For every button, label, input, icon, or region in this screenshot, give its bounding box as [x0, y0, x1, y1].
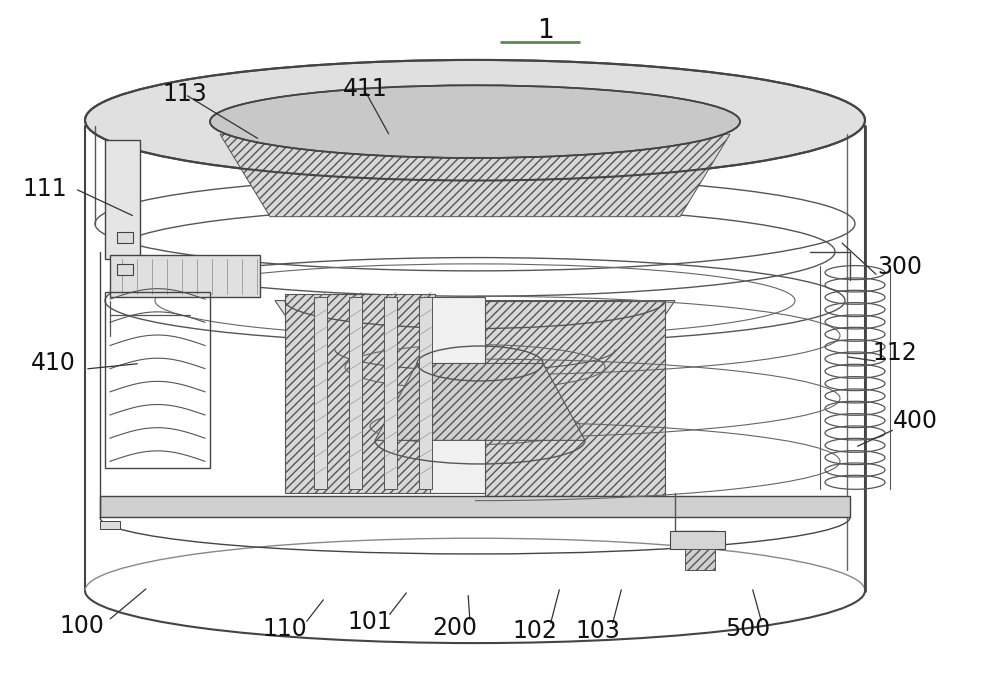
Polygon shape [485, 301, 665, 496]
Text: 112: 112 [873, 341, 917, 365]
Text: 411: 411 [343, 78, 387, 101]
Ellipse shape [85, 60, 865, 180]
Bar [105, 292, 210, 468]
Text: 102: 102 [513, 619, 557, 643]
Polygon shape [275, 301, 675, 447]
Bar [100, 521, 120, 529]
Text: 400: 400 [893, 410, 938, 433]
Text: 410: 410 [31, 352, 75, 375]
Bar [384, 297, 396, 489]
Bar [670, 531, 725, 549]
Text: 200: 200 [432, 616, 478, 640]
Polygon shape [105, 140, 140, 259]
Bar [100, 496, 850, 517]
Bar [110, 255, 260, 297]
Bar [430, 297, 485, 493]
Text: 101: 101 [348, 610, 392, 634]
Polygon shape [375, 363, 585, 440]
Text: 500: 500 [725, 617, 771, 641]
Polygon shape [220, 134, 730, 217]
Text: 100: 100 [60, 614, 104, 637]
Bar [349, 297, 362, 489]
Text: 110: 110 [263, 617, 307, 641]
Bar [117, 264, 133, 275]
Bar [314, 297, 326, 489]
Ellipse shape [210, 85, 740, 158]
Polygon shape [285, 294, 435, 493]
Text: 1: 1 [537, 18, 553, 45]
Text: 300: 300 [878, 255, 922, 279]
Bar [117, 232, 133, 243]
Polygon shape [685, 549, 715, 570]
Text: 113: 113 [163, 82, 207, 106]
Text: 103: 103 [576, 619, 620, 643]
Text: 111: 111 [23, 177, 67, 201]
Bar [418, 297, 432, 489]
